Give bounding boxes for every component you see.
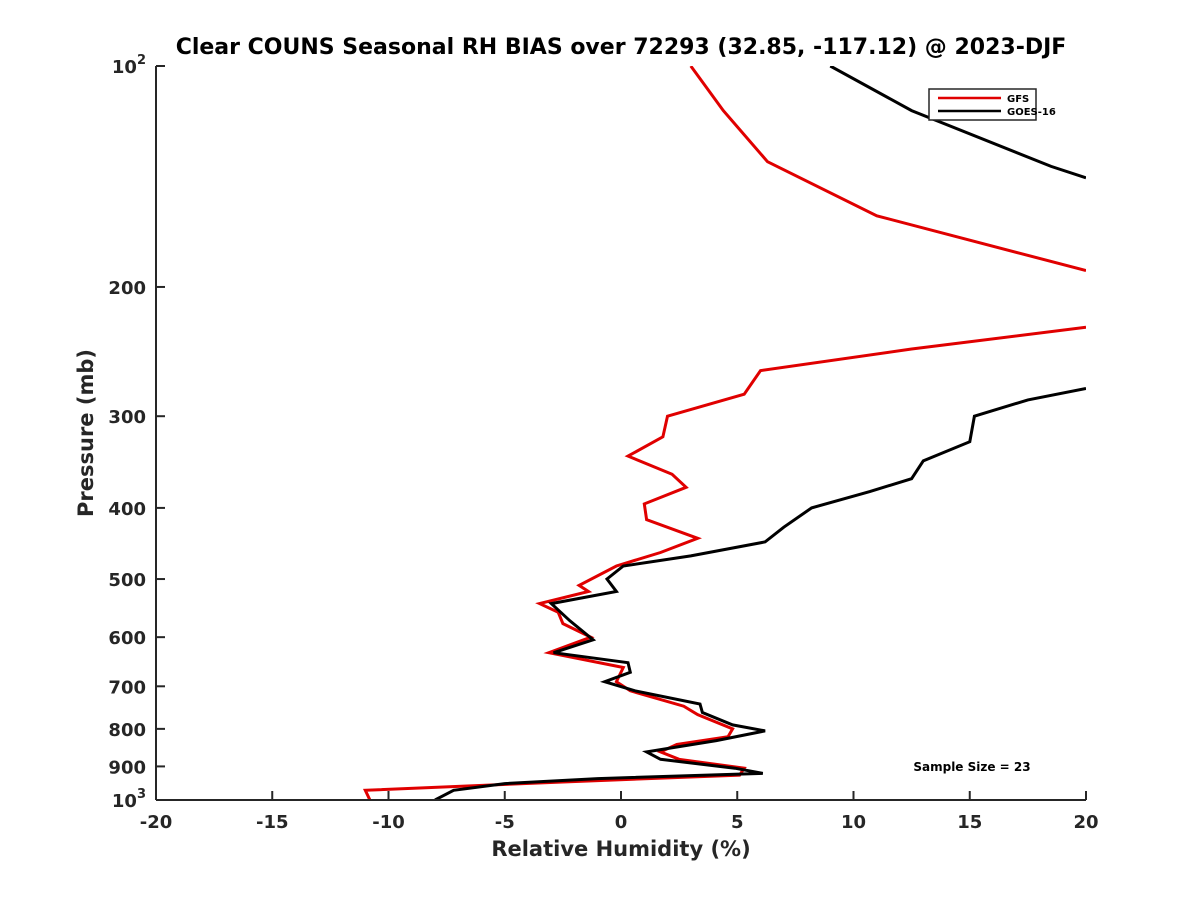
axes-layer: -20 -15 -10 -5 0 5 10 15 20 102 200 300 400 500 600 700… <box>108 53 1098 833</box>
x-tick-label: 20 <box>1073 812 1098 833</box>
x-tick-label: 10 <box>841 812 866 833</box>
y-tick-label: 600 <box>108 628 146 649</box>
series-line-gfs-2 <box>362 325 1086 800</box>
x-tick-label: -5 <box>495 812 515 833</box>
legend-box <box>928 88 1037 121</box>
y-tick-label: 500 <box>108 570 146 591</box>
y-tick-label: 102 <box>112 53 146 78</box>
y-tick-label: 300 <box>108 407 146 428</box>
legend-label: GOES-16 <box>1007 107 1056 118</box>
legend-label: GFS <box>1007 94 1029 105</box>
y-tick-label: 103 <box>112 787 146 812</box>
sample-size-annotation: Sample Size = 23 <box>913 760 1030 774</box>
series-line-gfs-1 <box>689 66 1086 273</box>
y-tick-label: 200 <box>108 278 146 299</box>
chart-title: Clear COUNS Seasonal RH BIAS over 72293 … <box>176 35 1067 60</box>
y-tick-label: 900 <box>108 757 146 778</box>
y-tick-label: 800 <box>108 720 146 741</box>
x-tick-label: -20 <box>140 812 173 833</box>
x-axis-title: Relative Humidity (%) <box>491 837 750 861</box>
legend: GFS GOES-16 <box>928 88 1056 121</box>
series-line-goes-16-1 <box>829 66 1086 180</box>
x-tick-label: 5 <box>731 812 744 833</box>
x-tick-label: 15 <box>957 812 982 833</box>
series-line-goes-16-2 <box>434 387 1086 800</box>
x-tick-label: -10 <box>372 812 405 833</box>
y-tick-label: 400 <box>108 499 146 520</box>
series-layer <box>362 66 1086 800</box>
y-axis-title: Pressure (mb) <box>74 349 98 517</box>
x-tick-label: -15 <box>256 812 289 833</box>
y-tick-label: 700 <box>108 677 146 698</box>
x-tick-label: 0 <box>615 812 628 833</box>
